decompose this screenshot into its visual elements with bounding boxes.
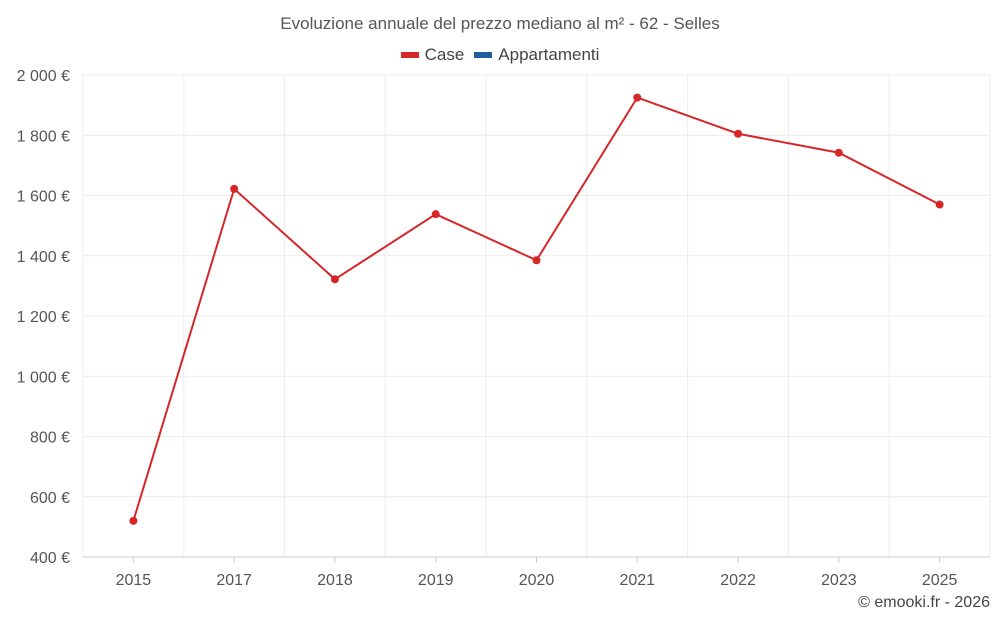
- chart-legend: Case Appartamenti: [0, 45, 1000, 65]
- legend-item-appartamenti[interactable]: Appartamenti: [474, 45, 599, 65]
- legend-swatch-appartamenti: [474, 52, 493, 58]
- data-point: [734, 129, 743, 138]
- data-point: [532, 256, 541, 265]
- x-tick-label: 2020: [519, 572, 555, 589]
- x-tick-label: 2018: [317, 572, 353, 589]
- y-tick-label: 800 €: [30, 430, 70, 447]
- credit-text: © emooki.fr - 2026: [858, 594, 990, 611]
- y-tick-label: 1 800 €: [17, 128, 70, 145]
- x-tick-label: 2015: [116, 572, 152, 589]
- data-point: [935, 200, 944, 209]
- x-tick-label: 2025: [922, 572, 958, 589]
- y-tick-label: 600 €: [30, 490, 70, 507]
- data-point: [129, 516, 138, 525]
- legend-swatch-case: [400, 52, 419, 58]
- legend-item-case[interactable]: Case: [400, 45, 465, 65]
- y-tick-label: 1 600 €: [17, 189, 70, 206]
- x-tick-label: 2023: [821, 572, 857, 589]
- series-line-case: [132, 96, 941, 522]
- data-point: [431, 210, 440, 219]
- data-point: [834, 148, 843, 157]
- y-tick-label: 1 400 €: [17, 249, 70, 266]
- x-tick-label: 2022: [720, 572, 756, 589]
- legend-label-appartamenti: Appartamenti: [498, 45, 600, 64]
- y-tick-label: 1 200 €: [17, 309, 70, 326]
- y-tick-label: 2 000 €: [17, 68, 70, 85]
- y-tick-label: 400 €: [30, 550, 70, 567]
- x-tick-label: 2021: [619, 572, 655, 589]
- data-point: [330, 275, 339, 284]
- chart-title: Evoluzione annuale del prezzo mediano al…: [280, 14, 720, 33]
- y-tick-label: 1 000 €: [17, 369, 70, 386]
- data-point: [230, 184, 239, 193]
- data-point: [633, 93, 642, 102]
- x-tick-label: 2019: [418, 572, 454, 589]
- x-tick-label: 2017: [216, 572, 252, 589]
- legend-label-case: Case: [424, 45, 465, 64]
